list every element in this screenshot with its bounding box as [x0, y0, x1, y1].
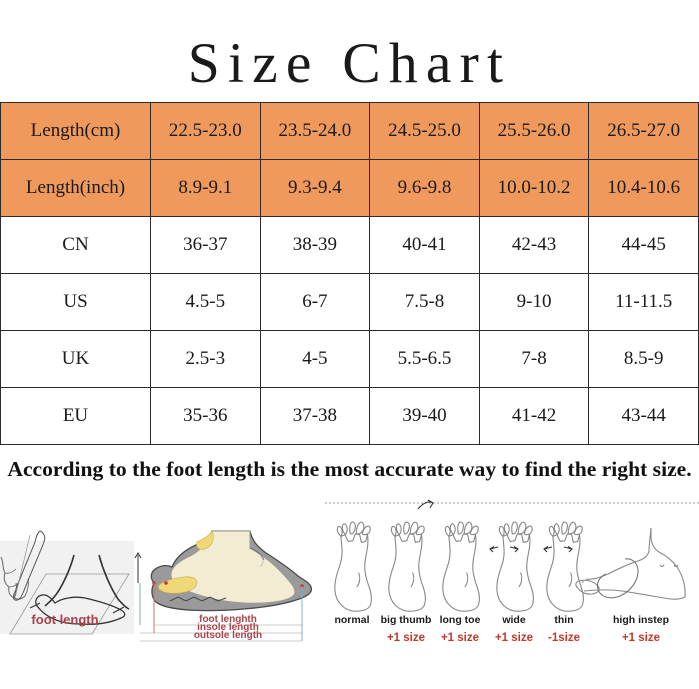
- svg-text:long toe: long toe: [440, 614, 481, 626]
- svg-text:foot length: foot length: [31, 612, 98, 627]
- svg-text:-1size: -1size: [548, 632, 580, 644]
- svg-text:big thumb: big thumb: [381, 614, 432, 626]
- svg-text:+1 size: +1 size: [495, 632, 533, 644]
- svg-text:normal: normal: [334, 614, 369, 626]
- svg-text:+1 size: +1 size: [441, 632, 479, 644]
- svg-text:thin: thin: [554, 614, 573, 626]
- svg-text:outsole length: outsole length: [194, 630, 262, 641]
- svg-text:high instep: high instep: [613, 614, 669, 626]
- svg-text:+1 size: +1 size: [387, 632, 425, 644]
- svg-text:wide: wide: [501, 614, 525, 626]
- svg-text:+1 size: +1 size: [622, 632, 660, 644]
